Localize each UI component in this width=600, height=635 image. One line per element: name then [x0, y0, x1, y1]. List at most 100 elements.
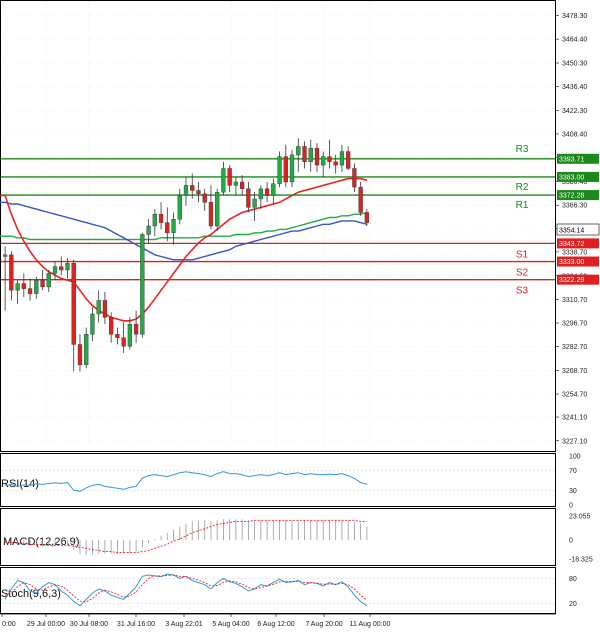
- candle-body: [233, 181, 239, 186]
- candle-body: [52, 266, 58, 274]
- price-tick-label: 3450.30: [562, 61, 587, 68]
- ma-green-line: [0, 211, 368, 241]
- price-tick-label: 3408.40: [562, 131, 587, 138]
- stoch-tick-label: 20: [569, 601, 577, 608]
- level-value-label: 3383.00: [559, 174, 584, 181]
- candle-body: [183, 185, 189, 196]
- candle-body: [46, 273, 51, 288]
- level-value-label: 3322.29: [559, 277, 584, 284]
- time-tick-label: 7 Aug 20:00: [305, 621, 342, 628]
- rsi-panel-frame: [0, 453, 556, 507]
- price-tick-label: 3296.70: [562, 320, 587, 327]
- candles: [2, 138, 370, 372]
- level-value-box: [557, 238, 599, 249]
- price-tick-label: 3380.40: [562, 179, 587, 186]
- time-tick-label: 6 Aug 12:00: [257, 621, 294, 628]
- rsi-panel: RSI(14) 100 70 30 0: [1, 454, 581, 510]
- price-tick-label: 3366.30: [562, 203, 587, 210]
- candle-body: [364, 212, 370, 223]
- candle-body: [227, 168, 232, 186]
- stoch-tick-label: 80: [569, 576, 577, 583]
- level-value-box: [557, 274, 599, 285]
- candle-body: [302, 146, 307, 162]
- price-tick-label: 3464.40: [562, 37, 587, 44]
- stoch-label: Stoch(9,6,3): [1, 588, 61, 600]
- macd-signal-line: [5, 519, 367, 554]
- rsi-tick-label: 100: [569, 454, 581, 461]
- current-price-label: 3354.14: [559, 228, 584, 235]
- candle-body: [9, 254, 14, 291]
- level-name-r3: R3: [516, 144, 529, 155]
- candle-body: [289, 154, 295, 183]
- rsi-tick-label: 0: [569, 503, 573, 510]
- candle-body: [96, 300, 101, 315]
- candle-body: [165, 222, 170, 233]
- candle-body: [115, 334, 120, 338]
- price-tick-label: 3478.30: [562, 13, 587, 20]
- price-tick-label: 3268.70: [562, 368, 587, 375]
- candle-body: [133, 323, 139, 335]
- level-value-box: [557, 153, 599, 164]
- candle-body: [21, 283, 26, 289]
- candle-body: [321, 156, 326, 166]
- time-axis: 0:00 29 Jul 00:00 30 Jul 08:00 31 Jul 16:00…: [0, 613, 556, 628]
- candle-body: [308, 147, 313, 162]
- time-tick-label: 29 Jul 00:00: [27, 621, 65, 628]
- candle-body: [277, 156, 282, 184]
- candle-body: [121, 337, 126, 347]
- level-name-r1: R1: [516, 200, 529, 211]
- candle-body: [283, 156, 288, 183]
- price-tick-label: 3227.10: [562, 438, 587, 445]
- candle-body: [333, 161, 338, 166]
- price-tick-label: 3241.10: [562, 415, 587, 422]
- candle-body: [264, 188, 270, 196]
- price-tick-label: 3436.40: [562, 84, 587, 91]
- candle-body: [296, 146, 301, 156]
- candle-body: [215, 191, 220, 227]
- candle-body: [177, 195, 182, 220]
- candle-body: [90, 313, 95, 335]
- candle-body: [71, 263, 76, 345]
- candle-body: [252, 198, 257, 208]
- candle-body: [352, 168, 357, 188]
- candle-body: [2, 254, 8, 257]
- level-value-label: 3393.71: [559, 156, 584, 163]
- candle-body: [102, 300, 108, 318]
- candle-body: [246, 188, 251, 208]
- candle-body: [196, 190, 201, 195]
- candle-body: [327, 156, 332, 162]
- current-price-box: [556, 223, 600, 236]
- time-tick-label: 31 Jul 16:00: [117, 621, 155, 628]
- time-tick-label: 30 Jul 08:00: [70, 621, 108, 628]
- price-tick-label: 3254.70: [562, 392, 587, 399]
- candle-body: [146, 225, 151, 235]
- macd-tick-label: 23.055: [569, 514, 591, 521]
- level-value-box: [557, 190, 599, 201]
- level-name-s1: S1: [516, 249, 529, 260]
- price-panel-frame: [0, 0, 556, 452]
- candle-body: [59, 266, 64, 271]
- candle-body: [127, 323, 132, 347]
- macd-label: MACD(12,26,9): [3, 536, 79, 548]
- candle-body: [339, 151, 345, 166]
- level-value-box: [557, 256, 599, 267]
- time-tick-label: 11 Aug 00:00: [350, 621, 391, 628]
- rsi-label: RSI(14): [1, 478, 39, 490]
- price-tick-label: 3338.70: [562, 249, 587, 256]
- level-value-label: 3372.28: [559, 193, 584, 200]
- candle-body: [77, 344, 83, 365]
- candle-body: [15, 283, 20, 291]
- candle-body: [171, 219, 176, 233]
- candle-body: [202, 193, 207, 203]
- candle-body: [27, 288, 33, 294]
- candle-body: [208, 202, 214, 227]
- price-tick-label: 3310.70: [562, 297, 587, 304]
- candle-body: [109, 317, 114, 335]
- level-value-label: 3343.72: [559, 241, 584, 248]
- candle-body: [358, 186, 363, 213]
- level-value-box: [557, 171, 599, 182]
- candle-body: [40, 279, 45, 288]
- macd-panel: MACD(12,26,9) 23.055 0 -18.325: [3, 514, 593, 564]
- level-name-r2: R2: [516, 182, 529, 193]
